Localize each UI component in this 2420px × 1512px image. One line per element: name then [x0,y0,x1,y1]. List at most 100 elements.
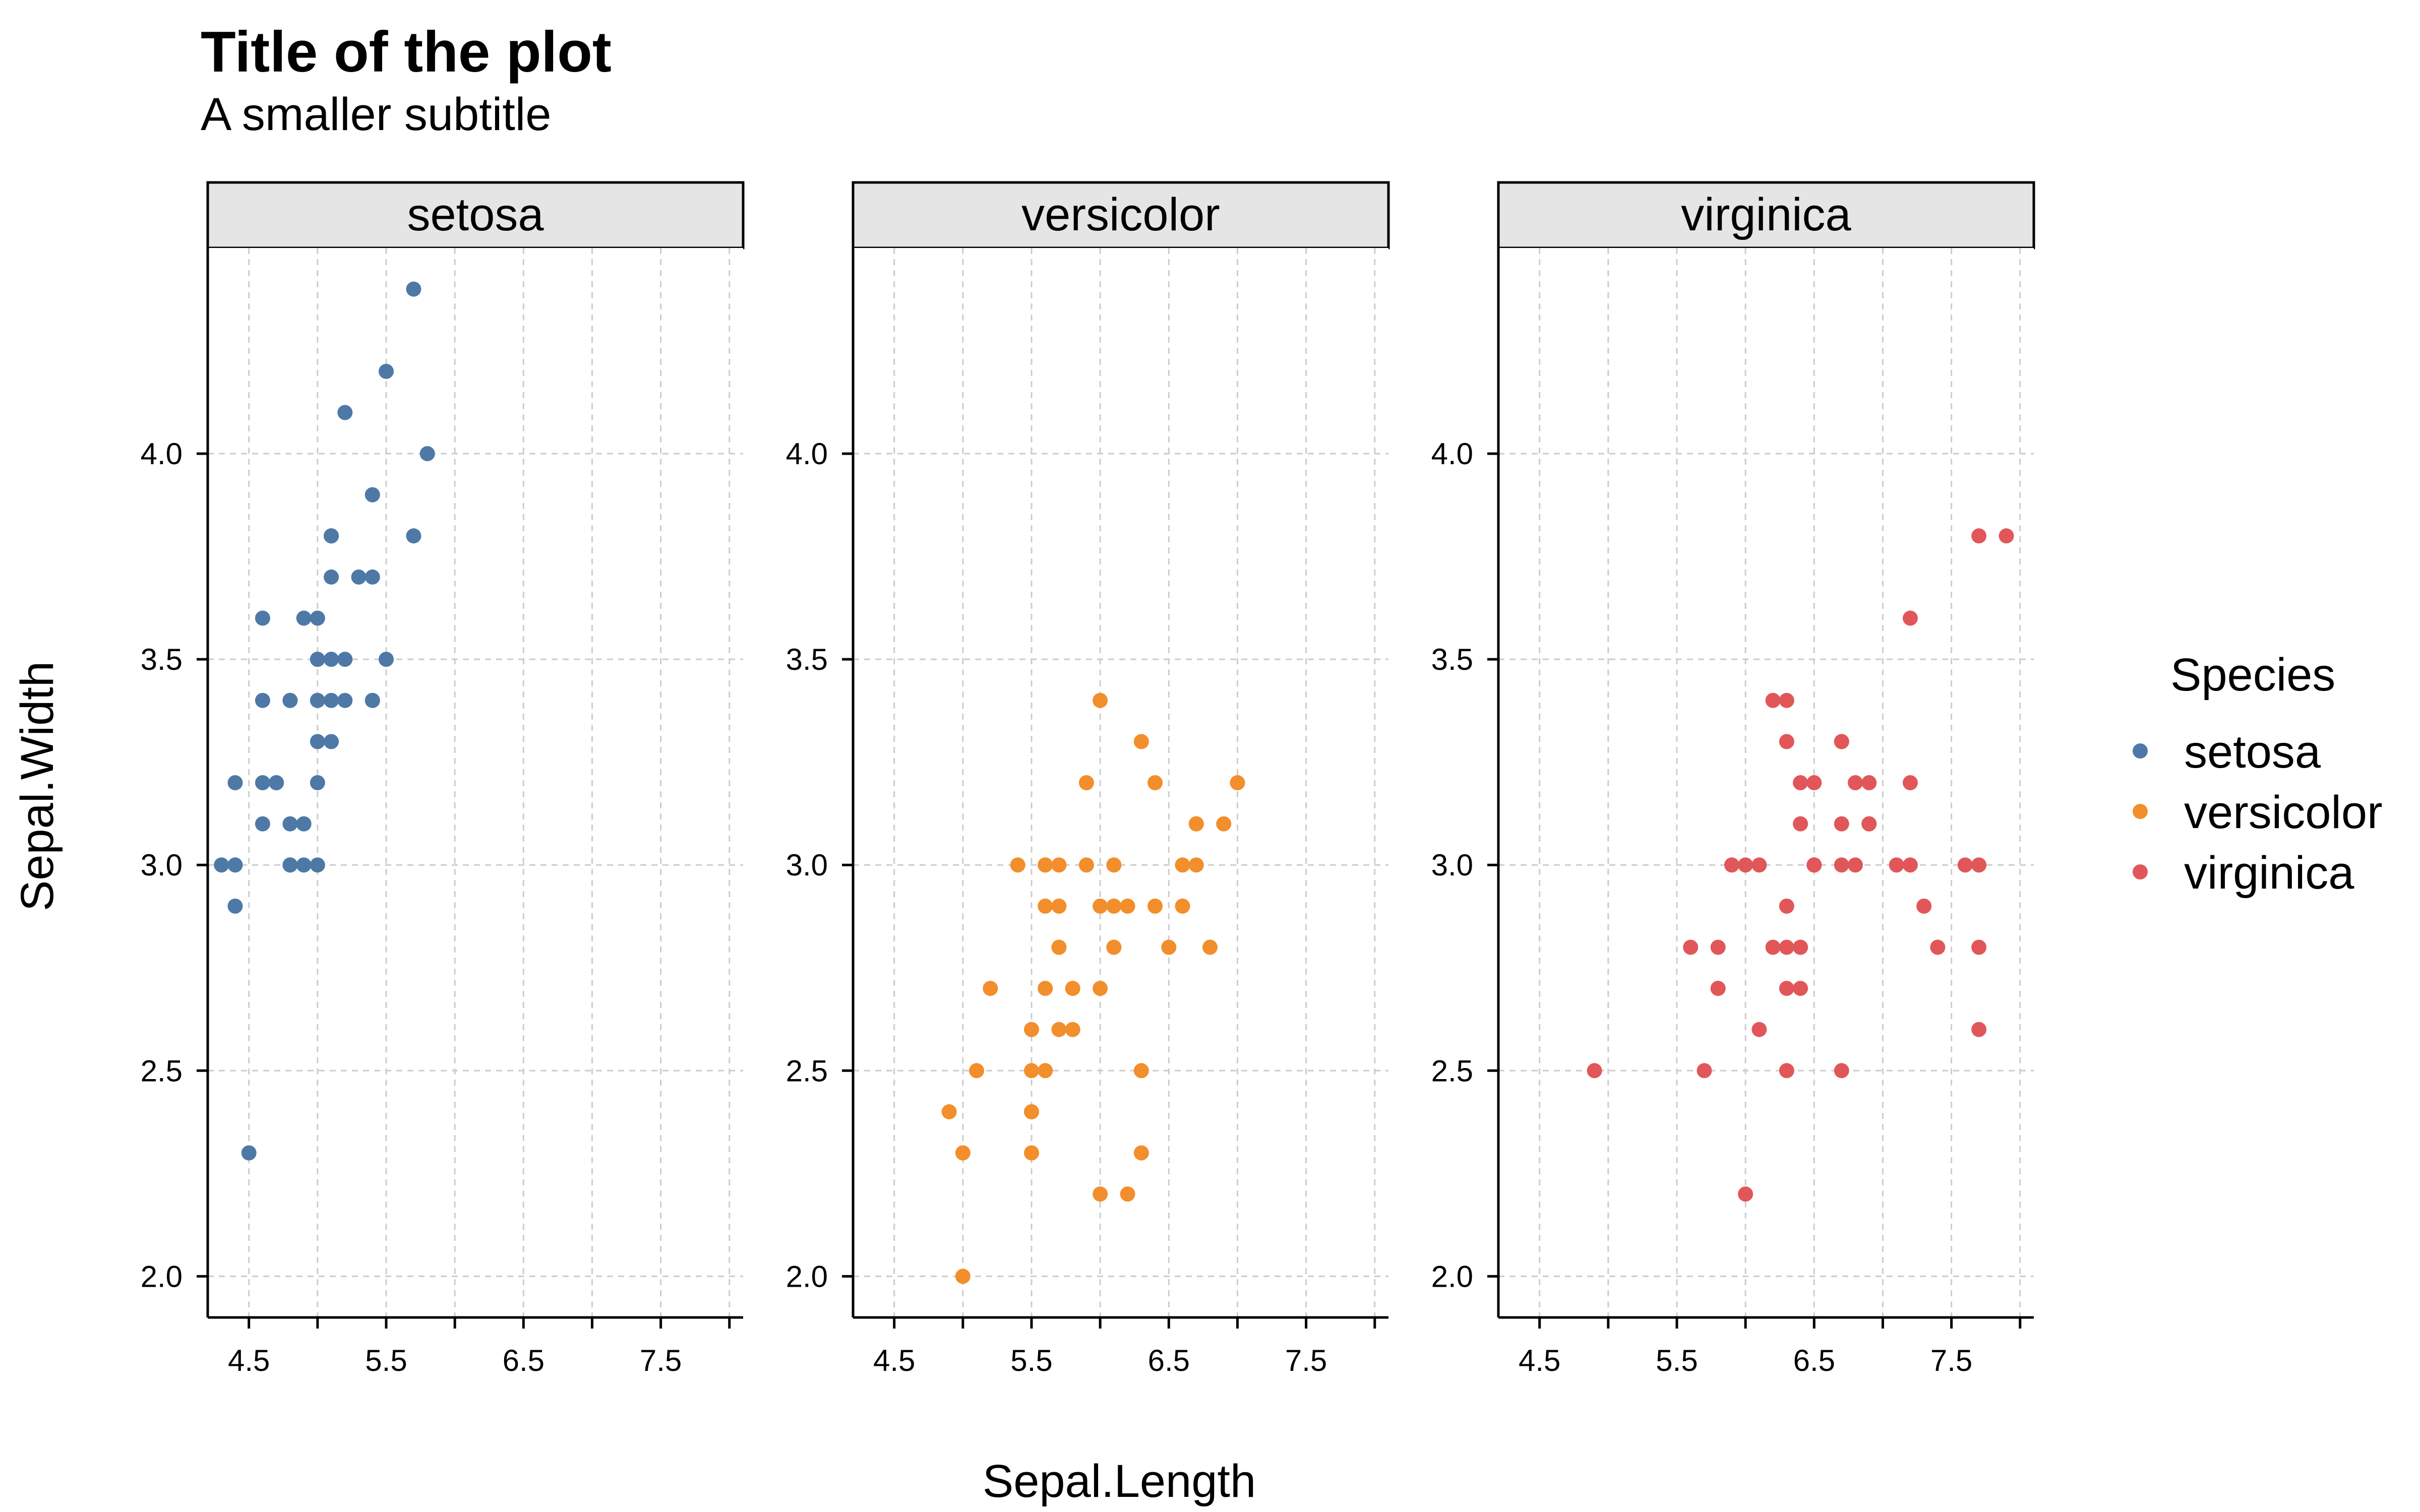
y-tick-label: 2.0 [786,1259,828,1293]
data-point-versicolor [1188,816,1204,832]
x-tick-label: 5.5 [1656,1344,1698,1377]
y-tick-label: 4.0 [786,437,828,471]
data-point-virginica [1848,775,1863,790]
data-point-virginica [1793,981,1808,996]
facet-strip-label: versicolor [1021,189,1220,240]
x-tick-label: 4.5 [1519,1344,1560,1377]
chart-subtitle: A smaller subtitle [201,89,551,140]
data-point-setosa [282,692,298,708]
data-point-setosa [419,446,435,462]
legend-label-setosa: setosa [2184,726,2321,778]
x-tick-label: 6.5 [1148,1344,1190,1377]
data-point-setosa [296,816,312,832]
data-point-virginica [1999,528,2014,544]
data-point-setosa [365,569,380,585]
data-point-versicolor [1175,857,1190,873]
y-tick-label: 3.5 [141,643,183,676]
data-point-setosa [255,816,270,832]
data-point-virginica [1806,857,1822,873]
data-point-virginica [1806,775,1822,790]
data-point-virginica [1779,734,1794,749]
data-point-versicolor [955,1269,971,1284]
data-point-versicolor [1120,1186,1135,1202]
data-point-versicolor [1038,1063,1053,1079]
data-point-setosa [296,857,312,873]
data-point-versicolor [1175,898,1190,914]
data-point-versicolor [1106,857,1122,873]
data-point-versicolor [1024,1104,1039,1119]
facet-panel-virginica: virginica 4.5 5.5 6.5 7.5 2.0 2.5 3.0 3.5 4.0 [1431,181,2035,1377]
data-point-versicolor [1024,1063,1039,1079]
data-point-setosa [310,775,325,790]
data-point-virginica [1779,1063,1794,1079]
data-point-virginica [1751,1022,1767,1037]
data-point-versicolor [1106,939,1122,955]
y-tick-label: 3.5 [786,643,828,676]
facet-strip [852,181,1390,249]
data-point-versicolor [1038,898,1053,914]
data-point-setosa [406,528,421,544]
data-point-setosa [255,610,270,626]
y-tick-label: 2.0 [141,1259,183,1293]
data-point-virginica [1683,939,1699,955]
data-point-virginica [1697,1063,1712,1079]
y-tick-label: 3.0 [786,848,828,882]
data-point-virginica [1779,898,1794,914]
data-point-setosa [282,857,298,873]
y-tick-label: 2.5 [141,1054,183,1088]
x-tick-label: 7.5 [640,1344,682,1377]
panel-background [208,248,743,1317]
data-point-virginica [1738,1186,1753,1202]
data-point-setosa [214,857,229,873]
x-tick-label: 4.5 [228,1344,270,1377]
data-point-virginica [1765,692,1781,708]
data-point-setosa [310,734,325,749]
data-point-versicolor [1093,981,1108,996]
data-point-versicolor [1078,775,1094,790]
data-point-versicolor [1147,898,1163,914]
legend-label-versicolor: versicolor [2184,787,2383,838]
panel-background [853,248,1388,1317]
data-point-setosa [337,692,353,708]
data-point-versicolor [1051,898,1067,914]
data-point-virginica [1834,734,1849,749]
data-point-versicolor [1038,857,1053,873]
data-point-virginica [1724,857,1739,873]
data-point-virginica [1861,816,1877,832]
data-point-setosa [310,692,325,708]
data-point-virginica [1779,692,1794,708]
y-tick-label: 4.0 [141,437,183,471]
data-point-setosa [227,857,243,873]
data-point-versicolor [1078,857,1094,873]
data-point-versicolor [1133,1145,1149,1161]
data-point-setosa [310,610,325,626]
facet-strip [206,181,745,249]
x-tick-label: 6.5 [503,1344,544,1377]
legend-label-virginica: virginica [2184,847,2354,899]
data-point-virginica [1848,857,1863,873]
data-point-setosa [227,775,243,790]
data-point-versicolor [1133,734,1149,749]
data-point-setosa [406,281,421,297]
data-point-virginica [1710,939,1726,955]
data-point-virginica [1779,939,1794,955]
data-point-versicolor [1093,898,1108,914]
legend-key-setosa [2133,743,2148,759]
data-point-setosa [337,405,353,420]
data-point-versicolor [955,1145,971,1161]
legend-title: Species [2170,649,2335,701]
data-point-versicolor [1161,939,1177,955]
data-point-setosa [255,692,270,708]
data-point-setosa [227,898,243,914]
data-point-versicolor [1065,981,1080,996]
legend: Species setosa versicolor virginica [2133,649,2383,899]
data-point-versicolor [1051,939,1067,955]
data-point-virginica [1889,857,1904,873]
data-point-versicolor [1133,1063,1149,1079]
data-point-versicolor [1120,898,1135,914]
legend-key-virginica [2133,864,2148,879]
chart-title: Title of the plot [201,20,612,84]
data-point-virginica [1793,775,1808,790]
data-point-virginica [1738,857,1753,873]
